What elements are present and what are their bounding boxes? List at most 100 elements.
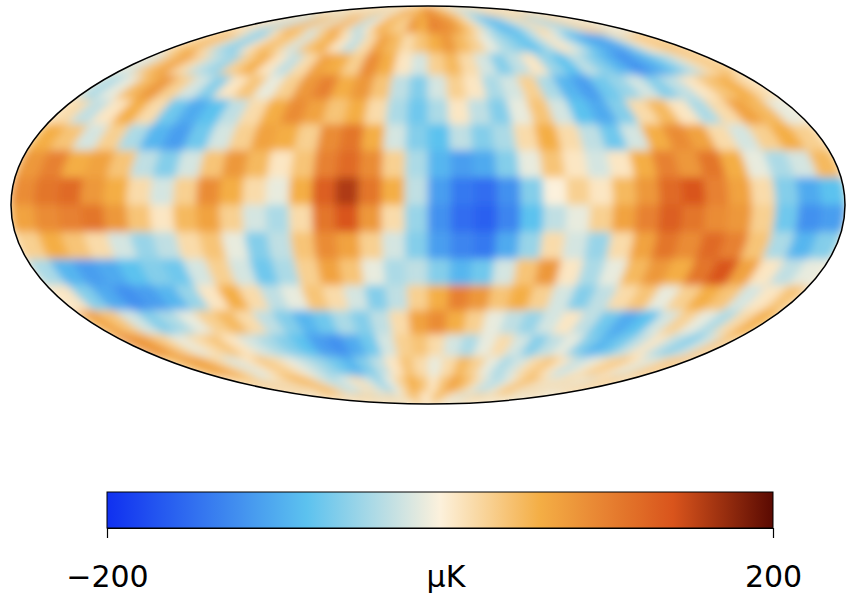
map-cell <box>359 232 383 259</box>
colorbar-axis: −200 200 <box>66 528 802 594</box>
map-cell <box>81 205 107 232</box>
colorbar-tick: 200 <box>745 528 802 594</box>
map-cell <box>313 151 339 178</box>
map-outline <box>11 6 845 404</box>
map-cell <box>57 178 83 205</box>
map-cell <box>539 232 565 259</box>
map-cell <box>795 178 822 205</box>
map-cell <box>413 393 428 404</box>
map-cell <box>408 311 428 335</box>
map-cell <box>635 178 660 205</box>
map-cell <box>336 151 361 178</box>
map-cell <box>788 259 829 285</box>
map-cell <box>361 259 385 285</box>
map-cell <box>683 335 745 357</box>
map-cell <box>428 259 450 285</box>
map-cell <box>289 205 313 232</box>
map-cell <box>383 125 406 151</box>
map-cell <box>386 285 409 310</box>
map-cell <box>292 6 428 17</box>
colorbar-tick-label: 200 <box>745 559 802 594</box>
map-cell <box>361 125 385 151</box>
map-cell <box>407 99 428 124</box>
map-cell <box>383 6 428 17</box>
map-cell <box>383 259 406 285</box>
map-cell <box>788 125 829 151</box>
colorbar-label: μK <box>427 559 467 594</box>
map-cell <box>243 205 268 232</box>
map-cell <box>657 205 682 232</box>
map-cell <box>312 178 336 205</box>
map-cell <box>612 205 637 232</box>
map-cell <box>549 377 628 394</box>
map-cell <box>413 357 428 377</box>
map-cell <box>628 33 698 53</box>
map-cell <box>628 357 698 377</box>
map-cell <box>749 205 775 232</box>
colorbar-tick-label: −200 <box>66 559 148 594</box>
map-cell <box>428 178 451 205</box>
map-cell <box>449 125 472 151</box>
map-cell <box>726 178 752 205</box>
map-cell <box>196 205 221 232</box>
map-cell <box>703 178 729 205</box>
map-cell <box>772 205 798 232</box>
map-cell <box>703 205 729 232</box>
map-cell <box>413 6 428 17</box>
map-cell <box>406 125 428 151</box>
colorbar-tick: −200 <box>66 528 148 594</box>
map-cell <box>727 311 781 335</box>
map-cell <box>389 311 411 335</box>
map-cell <box>495 232 520 259</box>
map-cell <box>539 151 565 178</box>
map-cell <box>451 205 474 232</box>
map-cell <box>34 205 61 232</box>
map-cell <box>336 232 361 259</box>
map-cell <box>428 53 446 75</box>
map-ground <box>11 6 845 404</box>
map-cell <box>543 178 567 205</box>
map-cell <box>428 99 449 124</box>
map-cell <box>566 178 590 205</box>
map-cell <box>428 205 451 232</box>
map-cell <box>57 205 83 232</box>
map-cell <box>390 393 428 404</box>
map-cell <box>267 232 294 259</box>
map-cells <box>11 6 845 404</box>
map-cell <box>335 178 359 205</box>
map-cell <box>405 6 428 17</box>
map-cell <box>635 205 660 232</box>
map-cell <box>470 259 494 285</box>
map-cell <box>364 285 388 310</box>
colorbar-axis-line <box>108 528 774 529</box>
colorbar <box>107 492 773 528</box>
map-cell <box>497 205 521 232</box>
map-cell <box>428 335 446 357</box>
map-cell <box>428 232 451 259</box>
map-cell <box>11 205 38 232</box>
map-cell <box>474 178 498 205</box>
map-cell <box>556 377 639 394</box>
figure: −200 200 μK <box>0 0 852 610</box>
map-cell <box>382 151 406 178</box>
map-cell <box>405 205 428 232</box>
map-cell <box>556 17 639 34</box>
map-cell <box>335 205 359 232</box>
map-cell <box>405 178 428 205</box>
map-cell <box>449 259 472 285</box>
map-cell <box>520 205 544 232</box>
map-cell <box>562 232 589 259</box>
map-cell <box>389 75 411 99</box>
map-cell <box>450 232 474 259</box>
map-cell <box>749 178 775 205</box>
map-cell <box>520 178 544 205</box>
map-cell <box>290 151 316 178</box>
map-cell <box>220 178 245 205</box>
map-cell <box>290 232 316 259</box>
map-cell <box>406 259 428 285</box>
map-cell <box>589 178 614 205</box>
map-cell <box>772 178 798 205</box>
map-cell <box>517 151 543 178</box>
map-cell <box>267 151 294 178</box>
map-cell <box>173 178 198 205</box>
